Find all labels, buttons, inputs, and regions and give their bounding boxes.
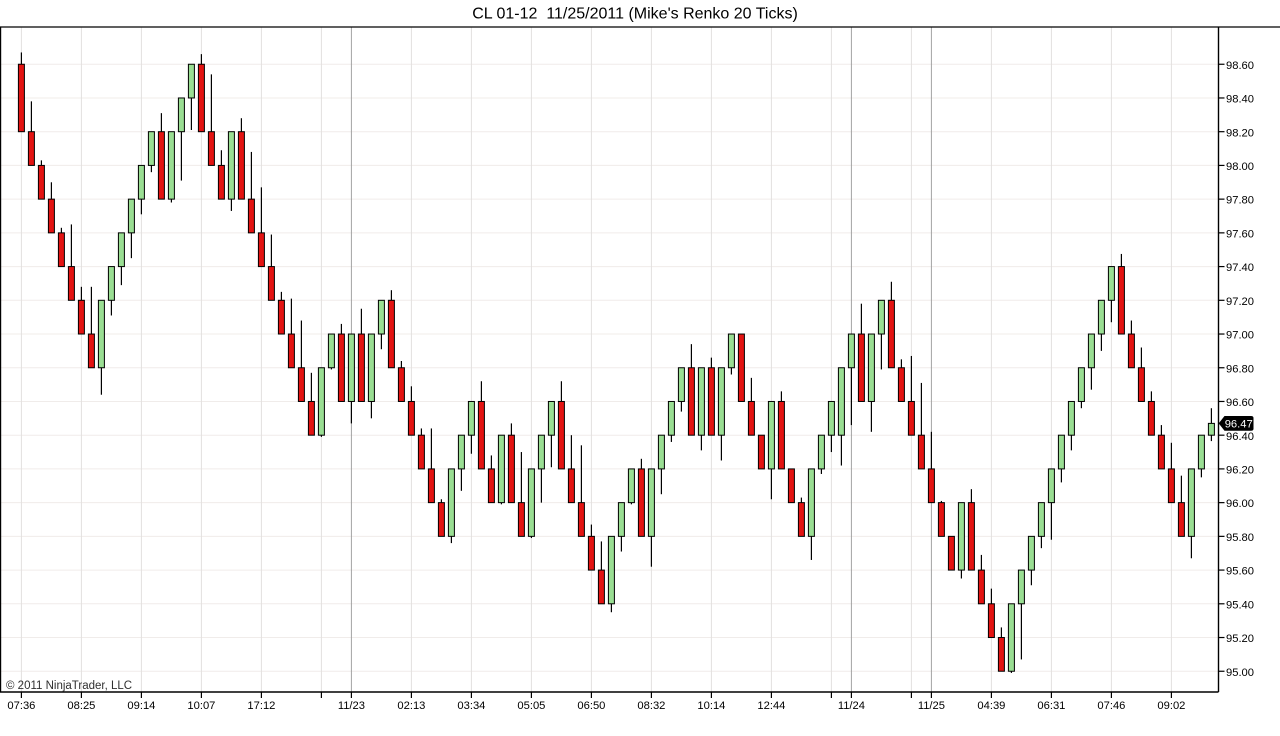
svg-text:07:36: 07:36 [7, 700, 35, 712]
svg-text:11/25: 11/25 [918, 700, 945, 712]
svg-text:09:14: 09:14 [127, 700, 155, 712]
svg-text:05:05: 05:05 [517, 700, 545, 712]
svg-text:95.40: 95.40 [1226, 599, 1254, 611]
svg-text:96.20: 96.20 [1226, 465, 1254, 477]
svg-text:02:13: 02:13 [397, 700, 425, 712]
svg-text:17:12: 17:12 [247, 700, 275, 712]
svg-text:CL 01-12 11/25/2011 (Mike's R: CL 01-12 11/25/2011 (Mike's Renko 20 Tic… [472, 6, 798, 23]
svg-text:98.20: 98.20 [1226, 127, 1254, 139]
svg-text:07:46: 07:46 [1097, 700, 1125, 712]
svg-text:97.60: 97.60 [1226, 228, 1254, 240]
svg-text:04:39: 04:39 [977, 700, 1005, 712]
svg-text:95.80: 95.80 [1226, 532, 1254, 544]
svg-text:10:14: 10:14 [697, 700, 725, 712]
svg-text:09:02: 09:02 [1157, 700, 1185, 712]
svg-text:95.20: 95.20 [1226, 633, 1254, 645]
svg-text:10:07: 10:07 [187, 700, 215, 712]
svg-text:98.00: 98.00 [1226, 161, 1254, 173]
svg-text:© 2011 NinjaTrader, LLC: © 2011 NinjaTrader, LLC [6, 680, 132, 692]
svg-text:11/24: 11/24 [838, 700, 865, 712]
svg-text:97.00: 97.00 [1226, 330, 1254, 342]
svg-text:95.60: 95.60 [1226, 566, 1254, 578]
svg-text:96.80: 96.80 [1226, 363, 1254, 375]
svg-text:97.80: 97.80 [1226, 195, 1254, 207]
svg-text:06:31: 06:31 [1037, 700, 1065, 712]
svg-text:98.40: 98.40 [1226, 94, 1254, 106]
svg-text:97.20: 97.20 [1226, 296, 1254, 308]
svg-text:98.60: 98.60 [1226, 60, 1254, 72]
svg-text:11/23: 11/23 [338, 700, 365, 712]
svg-text:06:50: 06:50 [577, 700, 605, 712]
svg-text:95.00: 95.00 [1226, 667, 1254, 679]
svg-text:12:44: 12:44 [757, 700, 785, 712]
svg-text:97.40: 97.40 [1226, 262, 1254, 274]
svg-text:03:34: 03:34 [457, 700, 485, 712]
svg-text:96.40: 96.40 [1226, 431, 1254, 443]
svg-text:96.60: 96.60 [1226, 397, 1254, 409]
svg-text:96.47: 96.47 [1225, 419, 1253, 431]
svg-text:96.00: 96.00 [1226, 498, 1254, 510]
svg-text:08:32: 08:32 [637, 700, 665, 712]
svg-text:08:25: 08:25 [67, 700, 95, 712]
